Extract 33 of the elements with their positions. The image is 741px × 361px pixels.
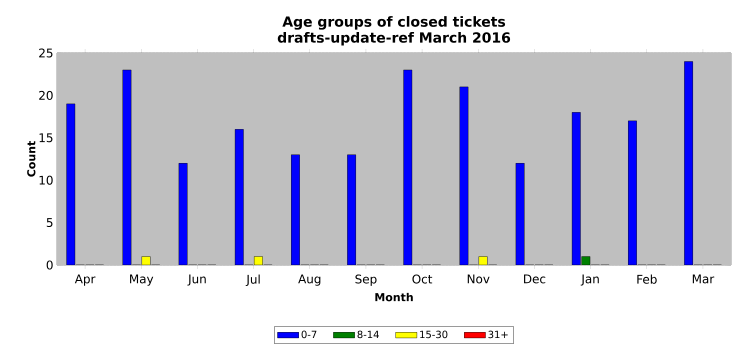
y-tick-label: 20 [39,90,53,100]
legend-label: 31+ [488,330,508,338]
y-tick-label: 10 [40,176,53,185]
x-tick-label: Jan [580,274,599,286]
x-tick-label: Dec [524,274,546,284]
y-tick-label: 25 [39,48,52,58]
y-axis-title: Count [27,141,36,177]
y-tick-label: 15 [40,133,52,142]
bar [178,163,188,265]
bar [628,120,637,265]
bar [291,154,300,265]
legend-label: 15-30 [420,330,448,338]
bar [516,163,524,265]
x-tick-label: May [130,274,154,286]
bar [347,154,356,265]
x-tick-label: Jun [187,274,206,286]
bar [122,70,132,265]
x-tick-label: Sep [355,274,377,286]
x-tick-label: Mar [692,274,714,284]
x-tick-label: Nov [468,274,490,284]
bar [460,86,468,265]
y-tick-label: 0 [46,260,53,270]
y-tick-label: 5 [46,218,52,228]
legend-label: 0-7 [302,330,316,338]
x-tick-label: Apr [74,274,96,286]
x-tick-label: Jul [246,274,260,286]
chart-title: Age groups of closed tickets drafts-update-ref March 2016 [278,16,510,46]
legend-label: 8-14 [358,330,379,338]
x-tick-label: Feb [637,274,657,284]
x-tick-label: Aug [298,274,320,286]
x-axis-title: Month [375,292,413,302]
bar [684,61,694,265]
x-tick-label: Oct [412,274,432,284]
